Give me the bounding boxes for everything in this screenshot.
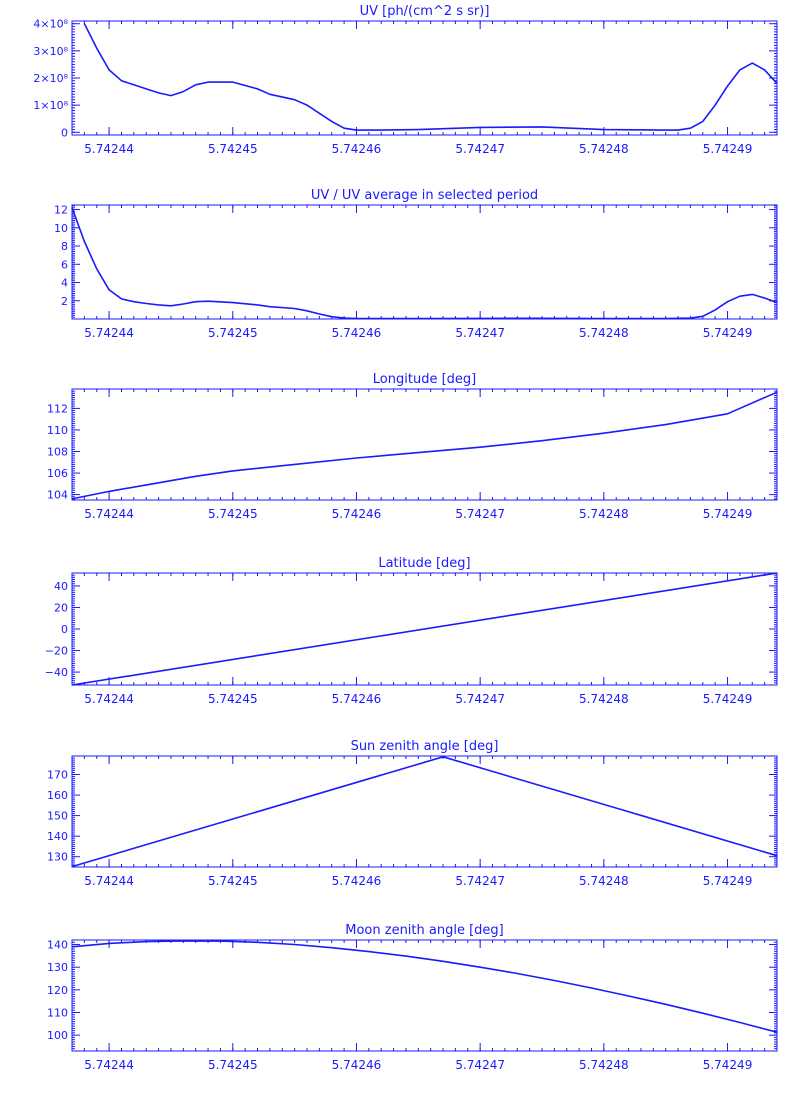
chart-title: UV / UV average in selected period	[311, 188, 538, 203]
y-tick-label: 0	[61, 126, 68, 139]
plot-frame	[71, 204, 778, 320]
chart-panel-3: Longitude [deg] 5.74244 5.74245 5.74246 5.74…	[47, 372, 778, 521]
chart-panel-1: UV [ph/(cm^2 s sr)] 5.74244 5.74245 5.74246…	[33, 4, 778, 156]
y-tick-label: 100	[47, 1029, 68, 1042]
x-tick-label: 5.74249	[703, 507, 753, 521]
y-tick-label: 1×10⁸	[33, 99, 68, 112]
y-tick-label: 3×10⁸	[33, 45, 68, 58]
plot-frame	[71, 388, 778, 501]
x-tick-label: 5.74244	[84, 507, 134, 521]
x-tick-label: 5.74248	[579, 142, 629, 156]
chart-title: Longitude [deg]	[373, 372, 476, 387]
x-tick-label: 5.74249	[703, 874, 753, 888]
y-tick-label: 6	[61, 258, 68, 271]
x-tick-label: 5.74247	[455, 142, 505, 156]
chart-title: Moon zenith angle [deg]	[345, 923, 503, 938]
y-tick-label: 20	[54, 601, 68, 614]
y-tick-label: 4×10⁸	[33, 18, 68, 31]
chart-title: Latitude [deg]	[378, 556, 470, 571]
y-tick-label: 130	[47, 851, 68, 864]
y-tick-label: −40	[45, 666, 68, 679]
x-tick-label: 5.74246	[332, 692, 382, 706]
y-tick-label: 104	[47, 489, 68, 502]
chart-title: UV [ph/(cm^2 s sr)]	[360, 4, 490, 19]
x-tick-label: 5.74247	[455, 692, 505, 706]
x-tick-label: 5.74244	[84, 692, 134, 706]
y-tick-label: 130	[47, 961, 68, 974]
y-tick-label: 12	[54, 204, 68, 217]
series-line-1	[83, 23, 778, 131]
x-tick-label: 5.74247	[455, 507, 505, 521]
x-tick-label: 5.74244	[84, 326, 134, 340]
series-line-1	[71, 391, 778, 500]
x-tick-label: 5.74249	[703, 142, 753, 156]
x-tick-label: 5.74246	[332, 1058, 382, 1072]
x-tick-label: 5.74246	[332, 326, 382, 340]
x-tick-label: 5.74249	[703, 326, 753, 340]
x-tick-label: 5.74245	[208, 142, 258, 156]
y-tick-label: 106	[47, 467, 68, 480]
x-tick-label: 5.74245	[208, 326, 258, 340]
y-tick-label: 150	[47, 810, 68, 823]
x-tick-label: 5.74244	[84, 874, 134, 888]
y-tick-label: 40	[54, 580, 68, 593]
y-tick-label: 10	[54, 222, 68, 235]
x-tick-label: 5.74248	[579, 1058, 629, 1072]
x-tick-label: 5.74248	[579, 692, 629, 706]
y-tick-label: 0	[61, 623, 68, 636]
x-tick-label: 5.74245	[208, 1058, 258, 1072]
x-tick-label: 5.74249	[703, 1058, 753, 1072]
x-tick-label: 5.74245	[208, 874, 258, 888]
x-tick-label: 5.74247	[455, 1058, 505, 1072]
y-tick-label: 140	[47, 939, 68, 952]
x-tick-label: 5.74246	[332, 507, 382, 521]
y-tick-label: 4	[61, 277, 68, 290]
chart-title: Sun zenith angle [deg]	[351, 739, 499, 754]
x-tick-label: 5.74248	[579, 507, 629, 521]
plot-frame	[71, 755, 778, 868]
series-line-1	[71, 940, 778, 1033]
x-tick-label: 5.74245	[208, 507, 258, 521]
series-line-1	[71, 207, 778, 320]
x-tick-label: 5.74244	[84, 142, 134, 156]
series-line-1	[71, 755, 778, 868]
chart-panel-5: Sun zenith angle [deg] 5.74244 5.74245 5.74…	[47, 739, 778, 888]
y-tick-label: 110	[47, 1006, 68, 1019]
x-tick-label: 5.74247	[455, 326, 505, 340]
y-tick-label: 112	[47, 402, 68, 415]
y-tick-label: 108	[47, 446, 68, 459]
y-tick-label: 140	[47, 830, 68, 843]
y-tick-label: 8	[61, 240, 68, 253]
x-tick-label: 5.74249	[703, 692, 753, 706]
chart-panel-4: Latitude [deg] 5.74244 5.74245 5.74246 5.742…	[45, 556, 778, 706]
series-line-1	[71, 572, 778, 686]
chart-panel-2: UV / UV average in selected period 5.7424…	[54, 188, 778, 340]
y-tick-label: 110	[47, 424, 68, 437]
y-tick-label: 170	[47, 769, 68, 782]
x-tick-label: 5.74248	[579, 326, 629, 340]
x-tick-label: 5.74248	[579, 874, 629, 888]
y-tick-label: 120	[47, 984, 68, 997]
y-tick-label: 160	[47, 789, 68, 802]
x-tick-label: 5.74247	[455, 874, 505, 888]
y-tick-label: 2×10⁸	[33, 72, 68, 85]
chart-panel-6: Moon zenith angle [deg] 5.74244 5.74245 5.7…	[47, 923, 778, 1072]
x-tick-label: 5.74244	[84, 1058, 134, 1072]
x-tick-label: 5.74246	[332, 874, 382, 888]
y-tick-label: 2	[61, 295, 68, 308]
y-tick-label: −20	[45, 645, 68, 658]
x-tick-label: 5.74246	[332, 142, 382, 156]
plot-frame	[71, 939, 778, 1052]
x-tick-label: 5.74245	[208, 692, 258, 706]
plot-frame	[71, 20, 778, 136]
